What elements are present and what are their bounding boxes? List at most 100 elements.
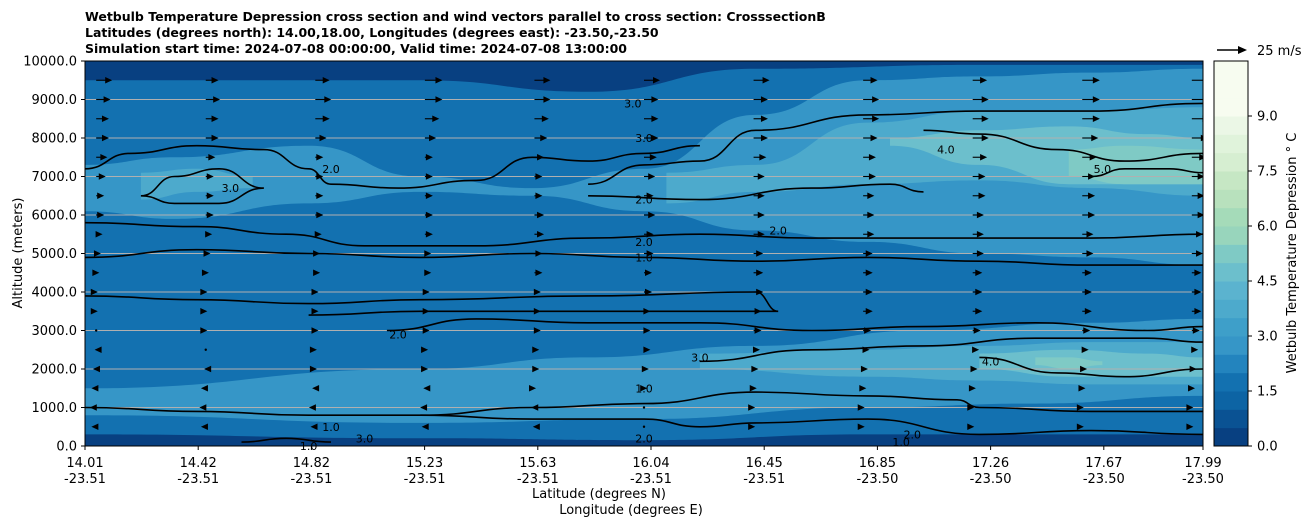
- wind-vector: [424, 211, 433, 219]
- wind-vector-head: [760, 96, 768, 103]
- wind-vector-head: [435, 77, 443, 84]
- wind-vector-head: [322, 115, 330, 122]
- wind-vector: [422, 308, 430, 315]
- wind-vector: [205, 173, 214, 180]
- contour-line: [85, 144, 700, 189]
- wind-vector: [424, 96, 443, 103]
- wind-vector-head: [101, 115, 109, 122]
- colorbar-ticks: 0.0 1.5 3.0 4.5 6.0 7.5 9.0: [1248, 110, 1278, 455]
- wind-vector-head: [648, 173, 656, 180]
- wind-vector: [1189, 365, 1197, 373]
- wind-vector: [857, 423, 865, 430]
- wind-vector: [315, 173, 324, 180]
- colorbar-label: Wetbulb Temperature Depression ° C: [1285, 133, 1300, 374]
- wind-vector-head: [868, 154, 876, 161]
- wind-vector: [313, 269, 321, 276]
- wind-vector: [205, 77, 219, 84]
- wind-vector: [1076, 404, 1084, 411]
- contour-line: [588, 183, 924, 201]
- wind-vector-head: [867, 192, 875, 199]
- wind-vector-head: [980, 154, 988, 161]
- wind-vector-head: [422, 327, 430, 334]
- wind-vector-head: [868, 173, 876, 180]
- wind-vector-head: [537, 231, 545, 238]
- x-axis-ticks: 14.01-23.5114.42-23.5114.82-23.5115.23-2…: [64, 446, 1224, 487]
- wind-vector-head: [1197, 192, 1203, 199]
- wind-vector-head: [651, 134, 659, 142]
- wind-vector-head: [967, 423, 975, 430]
- wind-vector: [205, 115, 219, 122]
- wind-vector-head: [1204, 77, 1211, 83]
- x-tick-label-lat: 14.01: [66, 456, 103, 471]
- wind-vector: [534, 96, 551, 103]
- wind-vector-head: [973, 327, 981, 334]
- wind-vector: [424, 231, 433, 238]
- wind-vector: [642, 425, 646, 428]
- contour-line: [85, 291, 779, 316]
- wind-vector: [534, 269, 543, 276]
- wind-vector-head: [532, 423, 540, 430]
- wind-vector: [534, 211, 545, 219]
- colorbar-segment: [1214, 226, 1248, 245]
- wind-vector: [534, 250, 543, 257]
- wind-vector-head: [421, 423, 429, 430]
- wind-vector-head: [976, 231, 984, 238]
- wind-vector-head: [651, 115, 659, 122]
- colorbar-tick-label: 3.0: [1257, 330, 1278, 345]
- wind-vector-head: [309, 346, 317, 353]
- wind-vector-head: [968, 385, 976, 392]
- wind-vector-head: [103, 96, 111, 103]
- wind-vector: [315, 154, 324, 161]
- wind-vector-head: [760, 115, 768, 122]
- wind-vector: [1191, 134, 1203, 142]
- wind-vector-head: [972, 346, 980, 353]
- wind-vector-head: [1194, 288, 1202, 296]
- wind-vector: [315, 134, 327, 142]
- wind-vector-head: [981, 115, 989, 122]
- wind-vector-head: [211, 115, 219, 122]
- wind-vector: [424, 250, 432, 257]
- wind-vector: [315, 192, 324, 199]
- wind-vector-head: [312, 385, 320, 392]
- wind-vector-head: [1200, 134, 1203, 142]
- wind-vector-head: [748, 404, 756, 411]
- wind-vector: [862, 346, 870, 353]
- wind-vector-head: [872, 115, 880, 122]
- wind-vector: [1082, 211, 1096, 219]
- wind-vector: [534, 115, 549, 122]
- wind-vector: [863, 327, 872, 334]
- wind-vector-head: [643, 308, 651, 315]
- wind-vector-head: [425, 154, 433, 161]
- contour-line: [699, 337, 1203, 363]
- wind-vector: [860, 365, 868, 373]
- wind-vector-head: [310, 423, 318, 430]
- wind-vector-head: [105, 77, 113, 84]
- x-tick-label-lon: -23.51: [404, 472, 446, 487]
- wind-vector-head: [92, 365, 100, 373]
- wind-vector: [753, 134, 768, 142]
- wind-vector-head: [94, 346, 102, 353]
- x-tick-label-lat: 14.82: [293, 456, 330, 471]
- contour-line: [85, 221, 1203, 247]
- wind-vector: [644, 269, 652, 276]
- wind-vector: [972, 346, 980, 353]
- wind-vector: [1082, 154, 1097, 161]
- wind-vector-head: [645, 269, 652, 276]
- wind-vector-head: [862, 346, 870, 353]
- wind-vector: [968, 385, 976, 392]
- wind-vector: [748, 404, 756, 411]
- wind-vector: [200, 423, 208, 430]
- wind-vector: [424, 192, 433, 199]
- contour-label: 4.0: [982, 355, 1000, 368]
- wind-vector-head: [975, 288, 983, 296]
- wind-vector-head: [201, 269, 209, 276]
- colorbar-tick-label: 0.0: [1257, 440, 1278, 455]
- colorbar-segment: [1214, 244, 1248, 264]
- wind-vector-head: [89, 404, 97, 411]
- wind-vector: [753, 77, 770, 84]
- wind-vector-head: [641, 365, 649, 373]
- wind-vector-head: [309, 365, 317, 373]
- wind-vector: [199, 404, 207, 411]
- y-tick-label: 5000.0: [32, 247, 78, 262]
- wind-vector-head: [97, 211, 105, 219]
